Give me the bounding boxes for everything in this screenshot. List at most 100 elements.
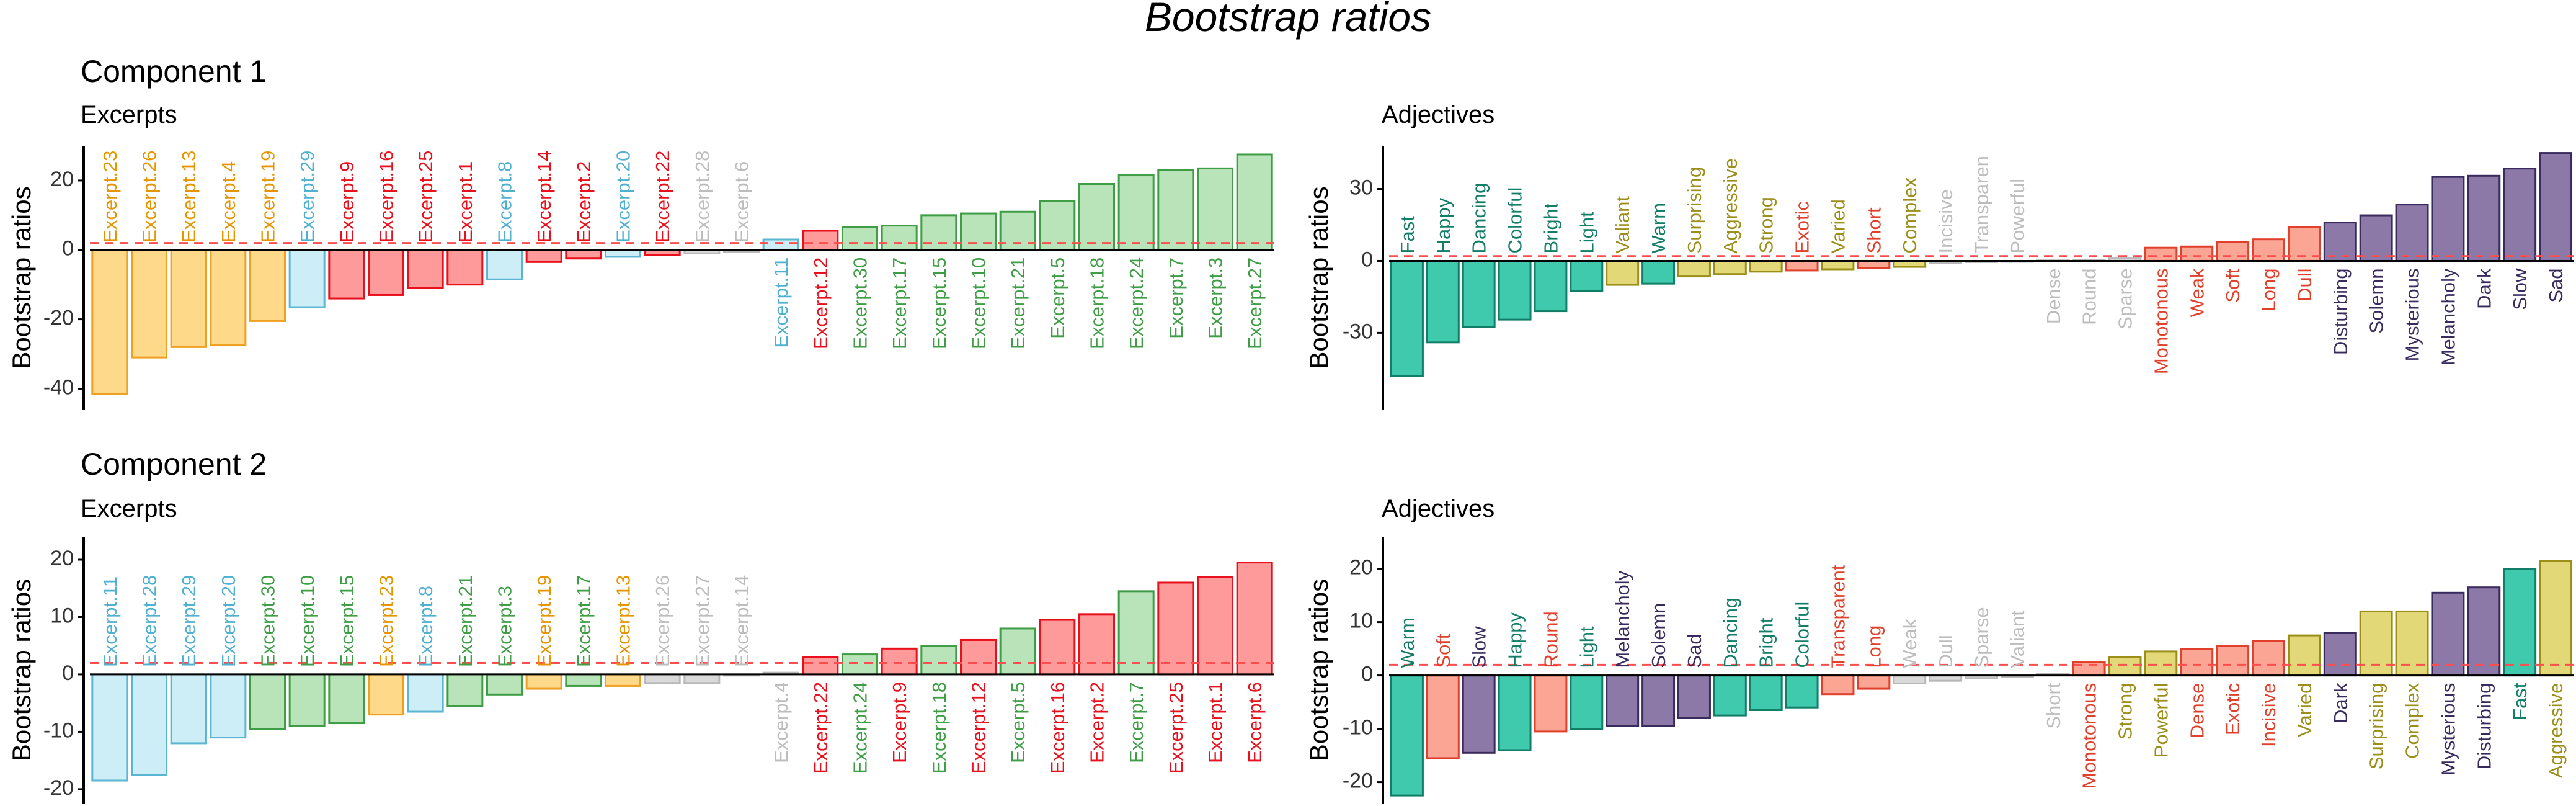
bar-label: Excerpt.7 <box>1165 257 1187 339</box>
bar-label: Excerpt.6 <box>731 161 753 243</box>
bar <box>1390 259 1424 377</box>
bar-label: Excerpt.17 <box>889 257 910 349</box>
bar-label: Slow <box>2509 268 2531 310</box>
bar <box>367 673 405 716</box>
bar-label: Excerpt.5 <box>1047 257 1068 339</box>
bar-label: Excerpt.25 <box>415 151 437 243</box>
bar <box>1426 259 1460 344</box>
bar-label: Monotonous <box>2079 683 2100 789</box>
bar-label: Excerpt.2 <box>573 161 595 243</box>
bar-label: Excerpt.28 <box>691 151 713 243</box>
bar <box>130 249 168 359</box>
bar-label: Happy <box>1504 612 1526 668</box>
bar <box>881 647 918 676</box>
bar-label: Powerful <box>2150 683 2172 758</box>
bar-label: Excerpt.19 <box>257 151 279 243</box>
y-tick-label: -30 <box>1343 320 1373 343</box>
bar <box>644 673 681 684</box>
bar-label: Excerpt.28 <box>139 575 161 667</box>
bar-label: Excerpt.27 <box>691 575 713 667</box>
bar <box>446 673 484 707</box>
bar-label: Happy <box>1432 197 1454 253</box>
bar <box>920 214 957 251</box>
panel-title: Adjectives <box>1382 495 1495 522</box>
bar <box>91 249 128 395</box>
panel-title: Adjectives <box>1382 101 1495 128</box>
bar-label: Excerpt.30 <box>850 257 871 349</box>
bar-label: Slow <box>1468 626 1490 668</box>
bar-label: Warm <box>1397 617 1418 668</box>
bar <box>525 673 562 690</box>
bar-label: Excerpt.13 <box>613 575 634 667</box>
bar-label: Solemn <box>1648 602 1669 668</box>
bar-label: Excerpt.6 <box>1244 682 1266 763</box>
figure-title: Bootstrap ratios <box>1145 0 1431 40</box>
bar-label: Excerpt.24 <box>1126 257 1147 349</box>
bar-label: Light <box>1576 626 1597 668</box>
bar <box>249 249 286 322</box>
bar <box>604 249 642 258</box>
bar-label: Transparent <box>1827 565 1849 668</box>
y-tick-label: 0 <box>62 661 74 685</box>
bar <box>328 673 365 725</box>
bar <box>170 673 207 745</box>
bar-label: Dark <box>2330 683 2352 723</box>
bar-label: Weak <box>2186 268 2208 317</box>
y-tick-label: -40 <box>43 375 74 399</box>
bar-label: Dull <box>1935 635 1956 668</box>
y-tick-label: 0 <box>62 237 74 261</box>
bar <box>2359 610 2393 677</box>
component-1-adjectives-panel: Adjectives Bootstrap ratios 30 0 -30 Fast Happ… <box>1304 101 2574 410</box>
bar <box>1570 674 1604 730</box>
y-tick-label: -20 <box>43 307 74 330</box>
bar <box>1749 259 1783 273</box>
bar <box>1039 619 1076 676</box>
bar <box>130 673 168 776</box>
bar <box>2467 586 2501 677</box>
bar <box>210 249 247 347</box>
bar-label: Excerpt.11 <box>770 257 792 348</box>
bar-label: Excerpt.25 <box>1165 682 1187 774</box>
bar <box>328 249 365 300</box>
y-tick-label: 30 <box>1349 176 1373 200</box>
bar <box>802 656 839 676</box>
bar <box>1157 581 1194 676</box>
y-tick-label: 10 <box>50 604 74 627</box>
bar-label: Valiant <box>2007 611 2028 668</box>
bar-label: Excerpt.1 <box>455 161 476 243</box>
bar-label: Exotic <box>1792 201 1813 253</box>
bar-label: Dancing <box>1468 183 1490 254</box>
bar <box>1117 590 1155 676</box>
y-tick-label: -20 <box>43 776 74 800</box>
bar-label: Excerpt.24 <box>850 682 871 774</box>
bar <box>2180 245 2214 262</box>
y-tick-label: 0 <box>1361 663 1373 686</box>
bar-label: Sad <box>1684 634 1705 668</box>
bar-label: Monotonous <box>2150 268 2172 374</box>
bar-label: Short <box>2043 683 2064 728</box>
bar <box>486 673 523 696</box>
y-tick-label: 10 <box>1349 609 1373 633</box>
bar-label: Sparse <box>1971 607 1992 668</box>
bar <box>1534 674 1568 733</box>
bar-label: Bright <box>1756 617 1777 668</box>
bar-label: Sparse <box>2115 268 2136 329</box>
bar <box>999 210 1036 251</box>
bar-label: Excerpt.9 <box>889 682 910 763</box>
bar <box>802 230 839 251</box>
bar <box>2180 648 2214 677</box>
bar <box>1157 169 1194 251</box>
bar-label: Bright <box>1540 203 1561 253</box>
bar-label: Excerpt.30 <box>257 575 279 667</box>
bar <box>1078 183 1116 251</box>
y-axis-label: Bootstrap ratios <box>1304 579 1333 761</box>
bar-label: Excerpt.18 <box>928 682 950 774</box>
bar <box>1641 674 1676 727</box>
bar <box>2395 610 2429 677</box>
y-tick-label: 20 <box>50 168 74 191</box>
bar <box>2503 568 2537 677</box>
component-1-excerpts-panel: Component 1 Excerpts Bootstrap ratios 20 0 -2… <box>7 54 1274 410</box>
bar <box>2216 241 2250 262</box>
bar <box>525 249 562 263</box>
